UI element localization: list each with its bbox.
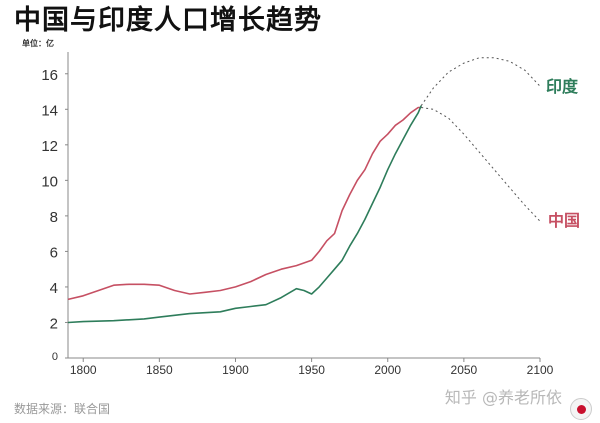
x-tick-label: 2000 (374, 363, 401, 377)
y-tick-label: 6 (50, 244, 58, 261)
x-tick-label: 1900 (222, 363, 249, 377)
series-line-china (67, 106, 422, 301)
unit-label: 单位：亿 (22, 39, 54, 48)
y-tick-label: 2 (50, 315, 58, 332)
series-projection-india (420, 57, 541, 106)
series-projection-china (421, 107, 541, 222)
chart-title: 中国与印度人口增长趋势 (14, 5, 322, 36)
y-tick-label: 8 (50, 209, 58, 226)
y-tick-label: 14 (41, 102, 58, 119)
x-tick-label: 2100 (527, 363, 554, 377)
x-tick-label: 1850 (146, 363, 173, 377)
x-tick-label: 2050 (451, 363, 478, 377)
chart-axes: 0 2 4 6 8 10 12 14 16 1800 1850 1900 1950 2000 2050 210… (41, 52, 554, 377)
y-tick-label: 16 (41, 67, 58, 84)
series-line-india (67, 105, 422, 324)
y-tick-label: 12 (41, 138, 58, 155)
y-tick-label: 4 (50, 280, 58, 297)
publisher-logo-icon (570, 398, 592, 420)
y-tick-label: 0 (52, 351, 58, 363)
watermark: 知乎 @养老所依 (444, 388, 562, 407)
x-tick-label: 1950 (298, 363, 325, 377)
series-label-china: 中国 (548, 211, 580, 230)
chart-series (67, 57, 541, 324)
series-label-india: 印度 (546, 77, 579, 96)
x-tick-label: 1800 (70, 363, 97, 377)
source-note: 数据来源：联合国 (14, 402, 111, 416)
y-tick-label: 10 (41, 173, 58, 190)
